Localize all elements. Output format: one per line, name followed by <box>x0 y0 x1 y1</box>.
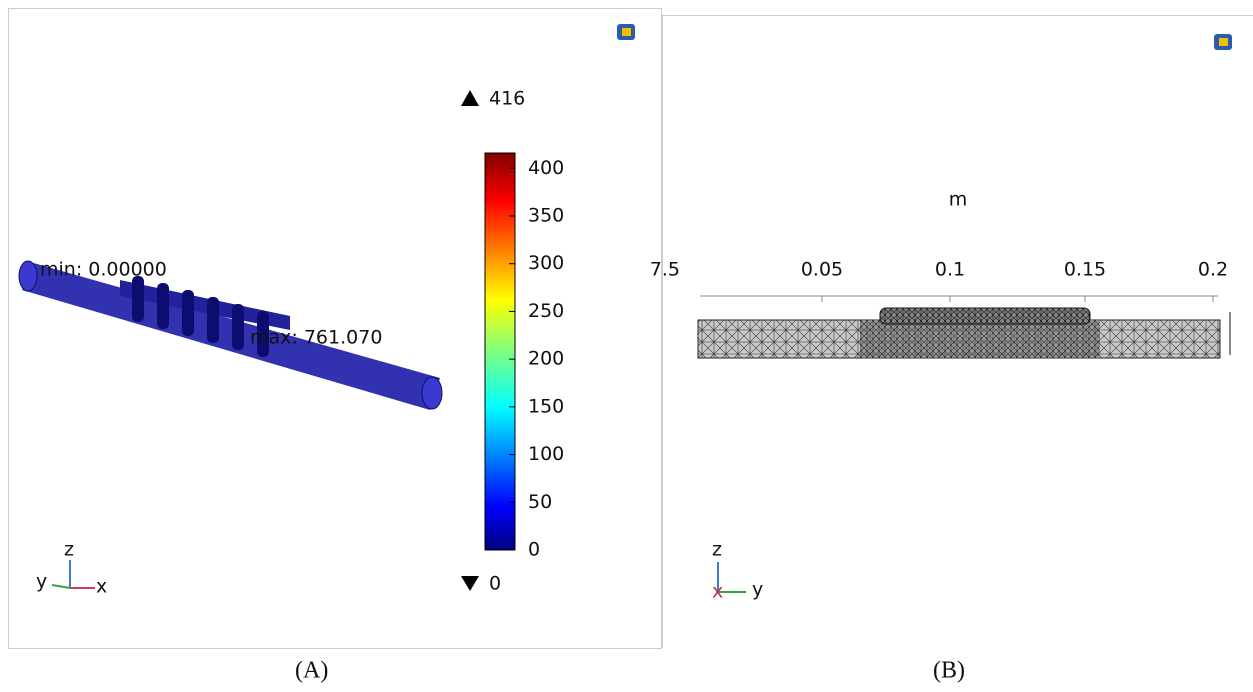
colorbar-tick-label: 150 <box>528 395 564 417</box>
max-label: max: 761.070 <box>250 327 382 349</box>
colorbar-tick-label: 0 <box>528 539 540 561</box>
caption: (A) <box>295 658 328 684</box>
page: min: 0.00000 max: 761.070 416 0 z y x (A… <box>0 0 1253 688</box>
colorbar-max: 416 <box>489 88 525 110</box>
colorbar-tick-label: 400 <box>528 157 564 179</box>
mesh <box>698 308 1220 358</box>
colorbar-tick-label: 300 <box>528 252 564 274</box>
view-icon-inner <box>622 28 631 36</box>
colorbar <box>485 153 515 550</box>
axis-tick-label: 0.05 <box>801 259 843 281</box>
axis-label: y <box>36 571 47 593</box>
colorbar-min: 0 <box>489 573 501 595</box>
colorbar-tick-label: 50 <box>528 491 552 513</box>
axis-label: x <box>712 581 723 603</box>
unit-label: m <box>949 189 968 211</box>
axis-label: y <box>752 579 763 601</box>
colorbar-tick-label: 250 <box>528 300 564 322</box>
triad: z x y <box>712 539 763 603</box>
axis-label: z <box>64 539 74 561</box>
axis-label: z <box>712 539 722 561</box>
axis-tick-label: 7.5 <box>650 259 680 281</box>
axis-tick-label: 0.15 <box>1064 259 1106 281</box>
axis-tick-label: 0.2 <box>1198 259 1228 281</box>
colorbar-tick-label: 100 <box>528 443 564 465</box>
colorbar-tick-label: 350 <box>528 204 564 226</box>
colorbar-tick-label: 200 <box>528 348 564 370</box>
view-icon-inner <box>1219 38 1228 46</box>
axis-label: x <box>96 576 107 598</box>
caption: (B) <box>933 658 965 684</box>
min-label: min: 0.00000 <box>40 259 167 281</box>
axis-tick-label: 0.1 <box>935 259 965 281</box>
